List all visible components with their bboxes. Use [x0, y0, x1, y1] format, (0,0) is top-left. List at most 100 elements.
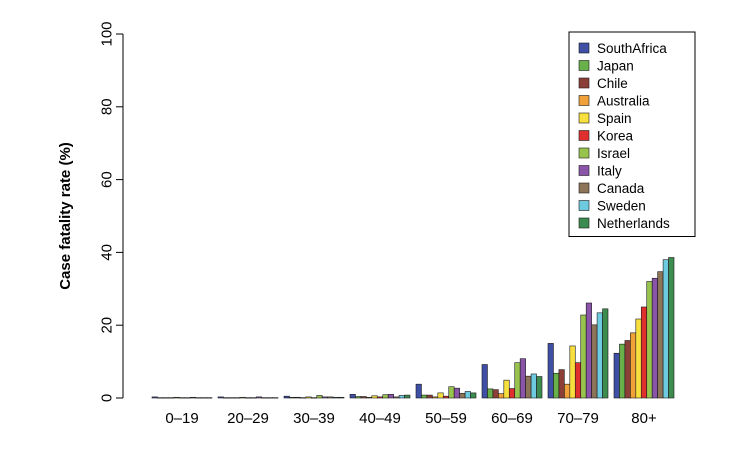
bar — [630, 332, 637, 399]
bar — [300, 397, 307, 399]
bar — [321, 396, 328, 399]
legend: SouthAfrica Japan Chile Australia Spain Korea… — [568, 31, 696, 237]
x-tick-label: 0–19 — [165, 410, 198, 427]
bar — [289, 396, 296, 399]
y-tick-label: 80 — [99, 98, 116, 115]
bar — [178, 397, 186, 399]
bar — [569, 345, 576, 399]
bar — [376, 396, 384, 399]
bar — [591, 324, 598, 399]
bar — [492, 389, 499, 399]
bar — [514, 362, 521, 399]
bar — [453, 387, 460, 399]
bar — [316, 395, 323, 399]
bar — [619, 343, 626, 399]
bar — [217, 396, 224, 399]
legend-label: Chile — [597, 76, 628, 91]
legend-swatch — [578, 60, 590, 71]
bar — [596, 312, 603, 399]
bar — [332, 396, 339, 399]
legend-swatch — [578, 217, 590, 229]
bar — [580, 314, 587, 399]
bar — [613, 352, 620, 399]
bar — [244, 397, 252, 399]
bar — [382, 394, 389, 399]
bar — [393, 396, 400, 399]
bar — [553, 372, 560, 399]
bar — [574, 362, 582, 399]
bar — [371, 395, 378, 399]
bar — [338, 396, 345, 399]
bar — [432, 396, 439, 399]
bar — [305, 396, 312, 399]
bar — [234, 397, 241, 399]
bar — [508, 388, 516, 399]
bar — [266, 397, 273, 399]
legend-box — [568, 31, 696, 237]
bars-group — [151, 257, 675, 399]
legend-label: Australia — [597, 94, 650, 109]
bar — [624, 340, 631, 399]
bar — [519, 358, 526, 399]
y-tick-label: 60 — [99, 171, 116, 188]
legend-label: SouthAfrica — [597, 41, 667, 56]
y-tick-label: 40 — [99, 244, 116, 261]
legend-label: Spain — [597, 111, 632, 126]
bar — [349, 394, 356, 399]
bar — [602, 308, 609, 399]
bar — [151, 396, 158, 399]
legend-label: Canada — [597, 181, 645, 196]
bar — [387, 394, 394, 399]
bar — [223, 397, 230, 399]
bar — [646, 281, 653, 399]
x-tick-label: 50–59 — [425, 410, 467, 427]
bar — [404, 394, 411, 399]
bar — [250, 397, 257, 399]
x-axis: 0–19 20–29 30–39 40–49 50–59 60–69 70–79 80+ — [165, 410, 657, 427]
bar — [481, 364, 488, 399]
bar — [294, 396, 301, 399]
bar — [530, 373, 537, 399]
bar — [255, 396, 262, 399]
bar — [310, 397, 318, 399]
x-tick-label: 80+ — [631, 410, 657, 427]
bar — [184, 397, 191, 399]
bar — [168, 397, 175, 399]
bar — [360, 396, 367, 399]
bar — [651, 277, 658, 399]
bar — [200, 397, 207, 399]
bar — [564, 383, 571, 399]
bar — [437, 392, 444, 399]
bar — [173, 396, 180, 399]
y-tick-label: 0 — [99, 394, 116, 402]
legend-swatch — [578, 165, 590, 176]
x-tick-label: 60–69 — [491, 410, 533, 427]
y-tick-label: 100 — [99, 21, 116, 46]
legend-label: Sweden — [597, 199, 646, 214]
bar — [195, 397, 202, 399]
legend-swatch — [578, 95, 590, 106]
bar — [421, 394, 428, 399]
legend-label: Italy — [597, 164, 622, 179]
legend-swatch — [578, 130, 590, 141]
y-axis: 0 20 40 60 80 100 — [99, 21, 124, 402]
bar — [157, 397, 164, 399]
legend-swatch — [578, 112, 590, 124]
bar — [498, 393, 505, 399]
bar — [640, 306, 648, 399]
bar — [162, 397, 169, 399]
bar — [415, 383, 422, 399]
bar — [283, 395, 290, 399]
bar — [228, 397, 235, 399]
bar — [662, 259, 669, 399]
x-tick-label: 20–29 — [227, 410, 269, 427]
bar — [536, 376, 543, 399]
x-tick-label: 30–39 — [293, 410, 335, 427]
x-tick-label: 40–49 — [359, 410, 401, 427]
bar — [426, 394, 433, 399]
bar — [470, 392, 477, 399]
bar — [366, 396, 373, 399]
bar — [657, 271, 664, 399]
bar — [487, 388, 494, 399]
